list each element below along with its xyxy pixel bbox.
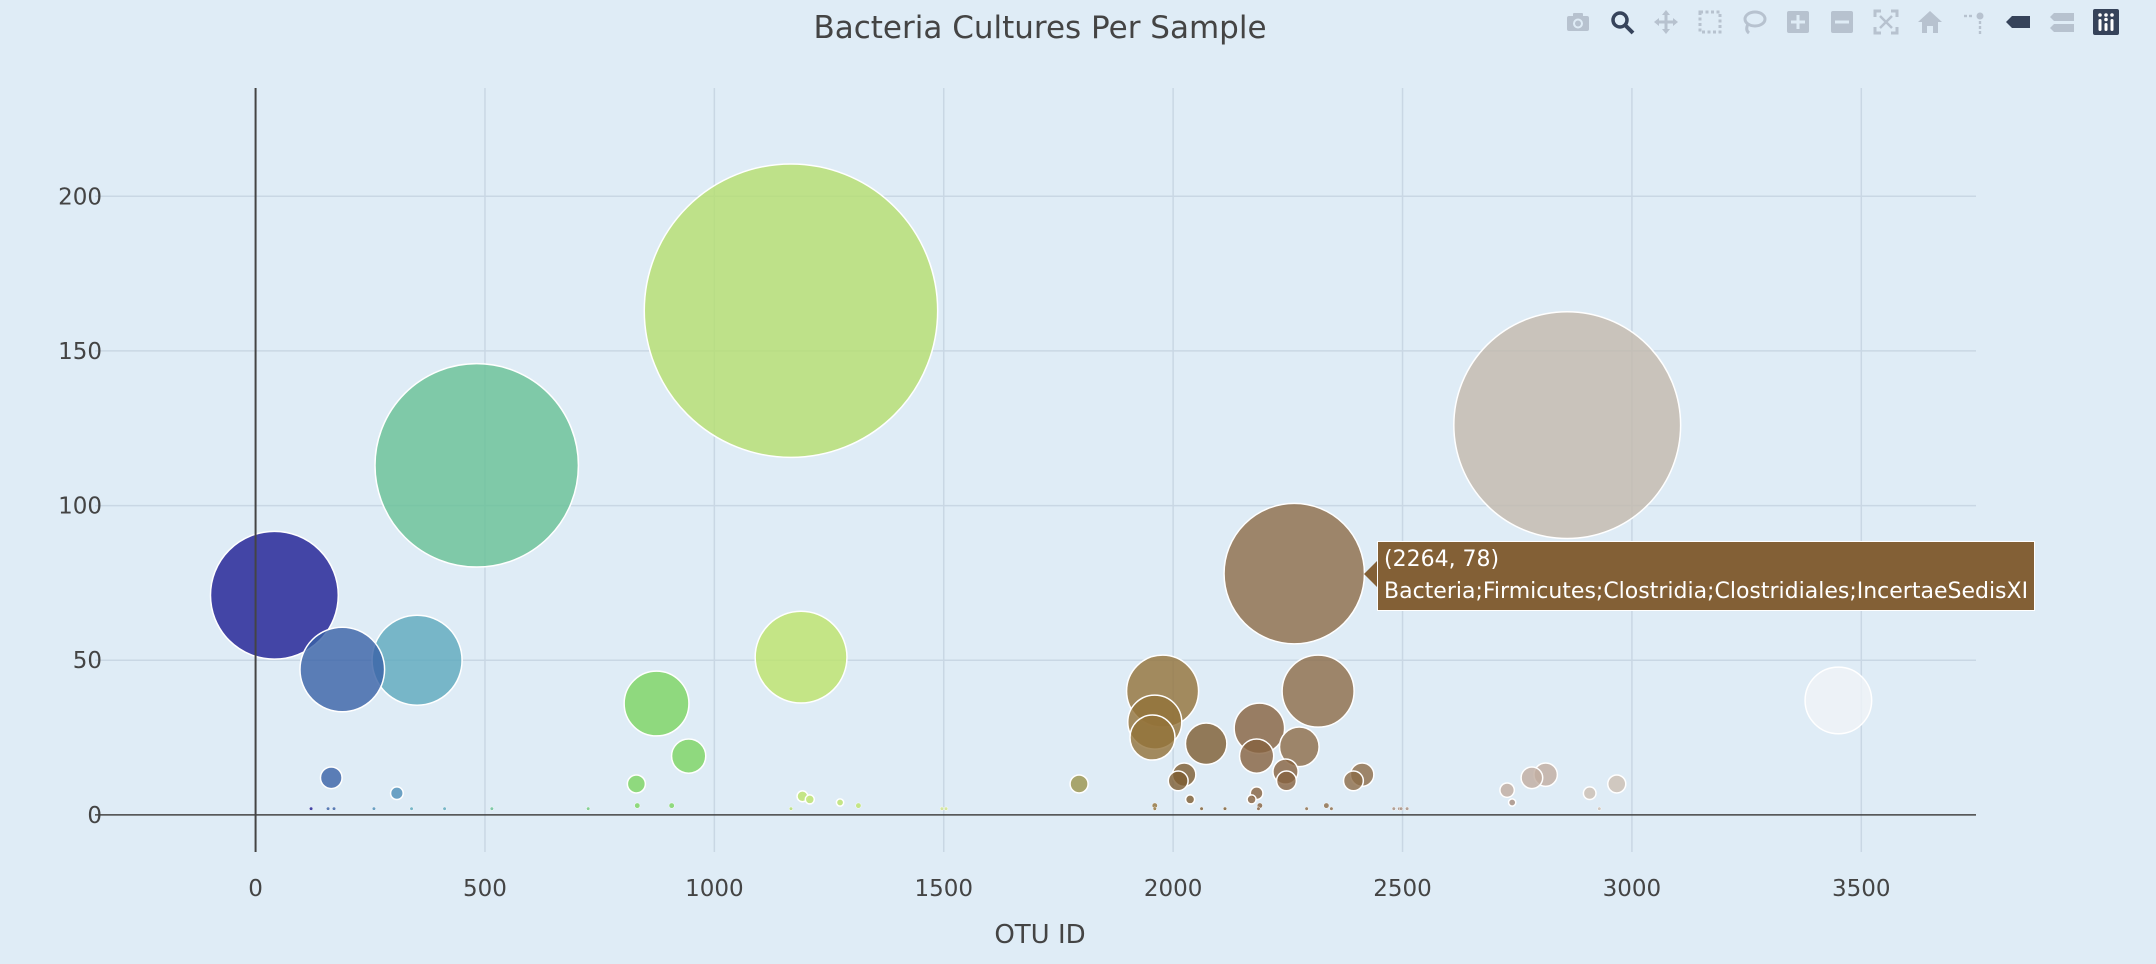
bubble-point (1275, 770, 1298, 792)
hover-tooltip: (2264, 78) Bacteria;Firmicutes;Clostridi… (1377, 541, 2036, 611)
bubble-point (1246, 794, 1257, 805)
lasso-select-icon[interactable] (1738, 6, 1770, 38)
bubble-point (309, 806, 314, 811)
x-tick-label: 2500 (1373, 876, 1432, 902)
bubble-point (371, 614, 463, 706)
bubble-point (1238, 738, 1275, 774)
bubble-point (623, 670, 690, 737)
zoom-icon[interactable] (1606, 6, 1638, 38)
hover-tooltip-coords: (2264, 78) (1384, 547, 1500, 572)
modebar-toolbar (1562, 6, 2122, 38)
bubble-point (409, 806, 414, 811)
bubble-point (1323, 802, 1330, 809)
spike-lines-icon[interactable] (1958, 6, 1990, 38)
x-tick-label: 2000 (1144, 876, 1203, 902)
bubble-point (804, 794, 816, 805)
box-select-icon[interactable] (1694, 6, 1726, 38)
bubble-point (1391, 806, 1396, 811)
zoom-in-icon[interactable] (1782, 6, 1814, 38)
bubble-point (754, 610, 848, 704)
x-tick-label: 0 (248, 876, 263, 902)
bubble-point (326, 806, 331, 811)
bubble-point (1256, 806, 1261, 811)
bubble-point (209, 530, 340, 660)
bubble-point (1281, 654, 1355, 728)
bubble-point (1304, 806, 1309, 811)
bubble-point (855, 802, 862, 809)
x-tick-labels: 0 500 1000 1500 2000 2500 3000 3500 (248, 876, 1890, 902)
bubble-point (1405, 806, 1410, 811)
bubble-point (626, 774, 647, 794)
bubble-point (1223, 502, 1366, 645)
bubble-point (668, 802, 675, 809)
bubble-point (1804, 666, 1873, 735)
x-tick-label: 1500 (914, 876, 973, 902)
x-tick-label: 1000 (685, 876, 744, 902)
pan-icon[interactable] (1650, 6, 1682, 38)
bubble-point (1520, 766, 1544, 790)
bubble-point (1399, 806, 1404, 811)
bubble-point (1607, 774, 1627, 794)
hover-tooltip-label: Bacteria;Firmicutes;Clostridia;Clostridi… (1384, 579, 2029, 604)
reset-axes-icon[interactable] (1914, 6, 1946, 38)
bubble-point (1453, 310, 1682, 540)
bubble-point (299, 626, 386, 713)
camera-icon[interactable] (1562, 6, 1594, 38)
bubble-point (1222, 806, 1228, 811)
bubble-point (1597, 806, 1602, 811)
bubble-point (1184, 722, 1228, 766)
x-tick-label: 3000 (1603, 876, 1662, 902)
bubble-point (1342, 770, 1365, 792)
bubble-point (331, 806, 337, 811)
bubble-point (788, 806, 794, 811)
bubble-point (1329, 806, 1334, 811)
bubble-point (1167, 770, 1189, 792)
bubble-point (1152, 806, 1157, 811)
bubble-point (1184, 794, 1196, 805)
x-axis-title: OTU ID (994, 920, 1086, 950)
bubble-point (1582, 786, 1597, 801)
bubble-point (586, 806, 591, 811)
bubble-point (1129, 714, 1176, 761)
bubble-point (319, 766, 343, 790)
bubble-point (489, 806, 494, 811)
bubble-point (1507, 798, 1517, 807)
bubble-point (939, 806, 944, 811)
plotly-logo-icon[interactable] (2090, 6, 2122, 38)
bubble-point (634, 802, 641, 809)
y-tick-label: 0 (87, 803, 102, 829)
bubble-point (835, 798, 845, 807)
bubble-point (1499, 782, 1516, 799)
zoom-out-icon[interactable] (1826, 6, 1858, 38)
hover-closest-icon[interactable] (2002, 6, 2034, 38)
bubble-point (943, 806, 949, 811)
bubble-series (209, 163, 1873, 811)
chart-title: Bacteria Cultures Per Sample (813, 10, 1267, 46)
bubble-point (643, 163, 939, 459)
bubble-point (1069, 774, 1089, 794)
y-tick-labels: 0 50 100 150 200 (58, 184, 102, 829)
bubble-point (670, 738, 707, 774)
axes (95, 88, 1976, 852)
autoscale-icon[interactable] (1870, 6, 1902, 38)
bubble-point (371, 806, 376, 811)
y-tick-label: 50 (73, 648, 102, 674)
y-tick-label: 150 (58, 339, 102, 365)
bubble-point (1278, 726, 1320, 768)
x-tick-label: 500 (463, 876, 507, 902)
hover-tooltip-arrow (1364, 560, 1378, 588)
y-tick-label: 200 (58, 184, 102, 210)
bubble-point (1199, 806, 1204, 811)
y-tick-label: 100 (58, 494, 102, 520)
hover-compare-icon[interactable] (2046, 6, 2078, 38)
bubble-point (442, 806, 447, 811)
bubble-point (374, 362, 580, 568)
x-tick-label: 3500 (1832, 876, 1891, 902)
bubble-point (389, 786, 404, 801)
